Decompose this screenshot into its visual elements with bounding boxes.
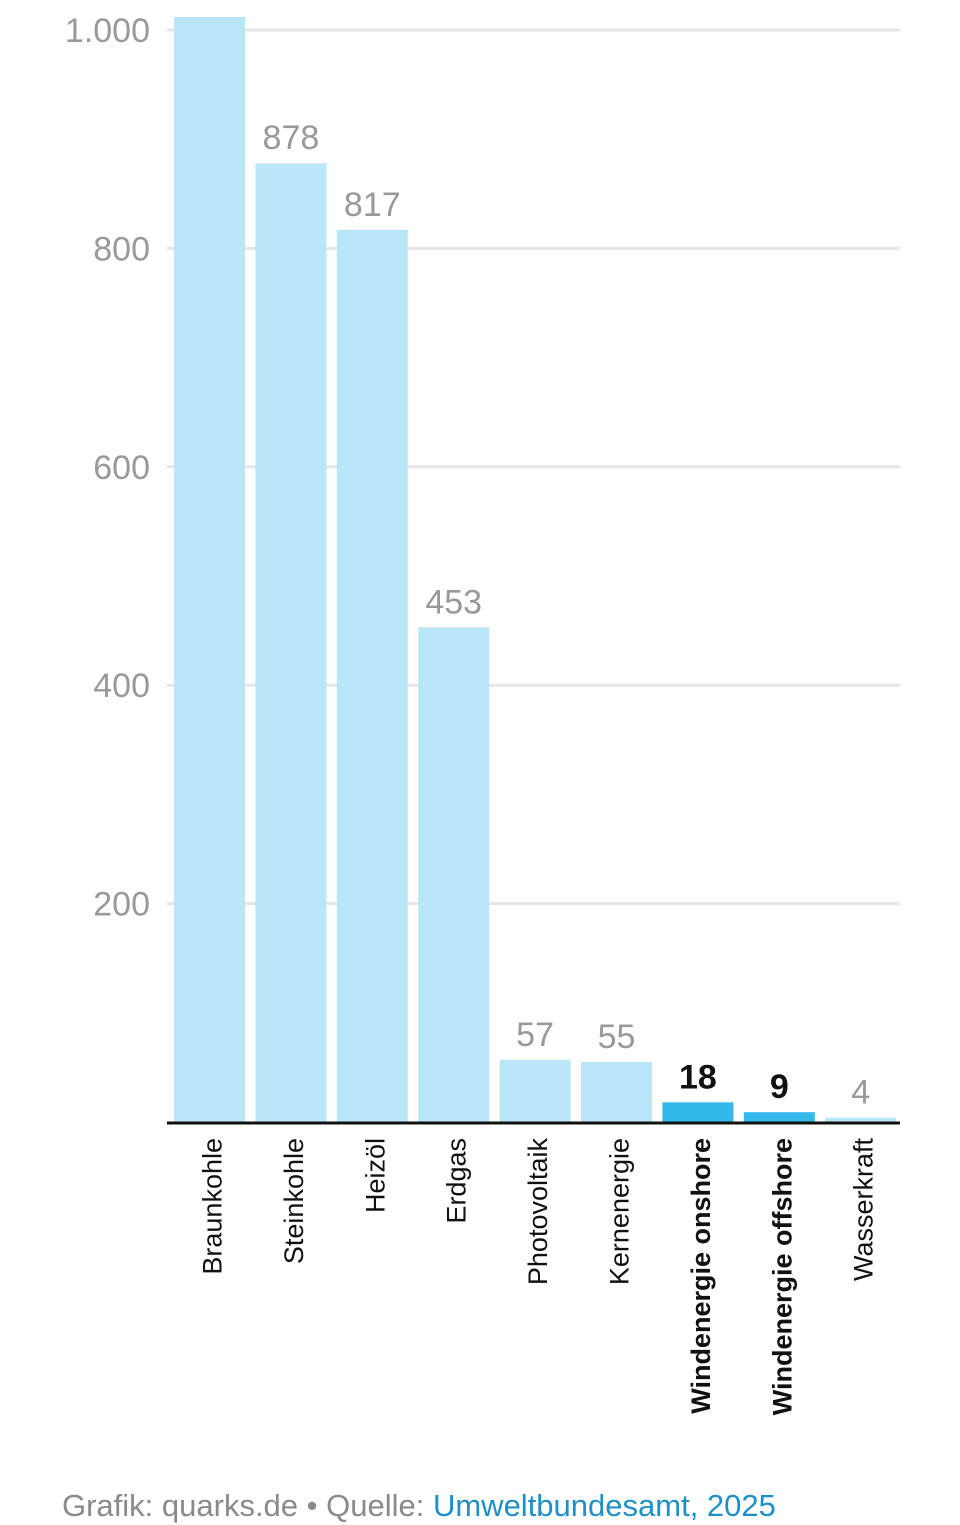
y-tick-label: 600: [93, 449, 150, 487]
bar: [743, 1112, 815, 1122]
bar: [336, 229, 408, 1122]
bar: [418, 627, 490, 1122]
data-label: 453: [425, 583, 482, 621]
bar: [825, 1117, 897, 1122]
x-tick-label: Wasserkraft: [849, 1138, 879, 1282]
data-label: 4: [851, 1074, 870, 1112]
y-tick-label: 800: [93, 230, 150, 268]
data-label: 55: [598, 1018, 636, 1056]
data-label: 817: [344, 186, 401, 224]
y-tick-label: 400: [93, 667, 150, 705]
bar: [174, 17, 245, 1122]
y-tick-label: 200: [93, 886, 150, 924]
data-label: 878: [263, 119, 320, 157]
x-tick-label: Kernenergie: [605, 1138, 635, 1285]
bar: [581, 1061, 652, 1122]
x-tick-label: Windenergie offshore: [767, 1138, 797, 1415]
x-tick-label: Windenergie onshore: [686, 1138, 716, 1414]
data-label: 57: [516, 1016, 554, 1054]
footer-prefix: Grafik: quarks.de • Quelle:: [62, 1488, 433, 1523]
x-tick-label: Heizöl: [360, 1138, 390, 1213]
bar-chart: 200 400 600 800 1.000 Braunkohle 878 Steinkohle…: [65, 12, 900, 1415]
footer-credit: Grafik: quarks.de • Quelle: Umweltbundes…: [62, 1488, 776, 1524]
y-tick-label: 1.000: [65, 12, 150, 50]
data-label: 18: [679, 1058, 717, 1096]
x-tick-label: Braunkohle: [198, 1138, 228, 1275]
x-tick-label: Steinkohle: [279, 1138, 309, 1264]
x-tick-label: Erdgas: [442, 1138, 472, 1224]
bar: [499, 1059, 571, 1122]
data-label: 9: [770, 1068, 789, 1106]
x-tick-label: Photovoltaik: [523, 1138, 553, 1286]
bar: [255, 163, 327, 1122]
bar: [662, 1102, 734, 1122]
source-link[interactable]: Umweltbundesamt, 2025: [432, 1488, 776, 1523]
